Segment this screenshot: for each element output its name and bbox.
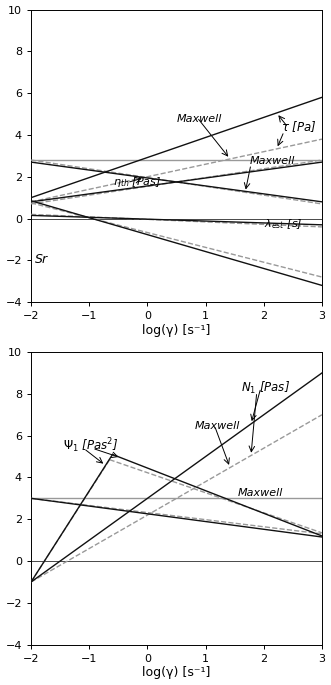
- Text: Maxwell: Maxwell: [195, 421, 241, 432]
- Text: $N_1$ [Pas]: $N_1$ [Pas]: [241, 379, 290, 396]
- X-axis label: log(γ) [s⁻¹]: log(γ) [s⁻¹]: [142, 667, 211, 680]
- Text: $\Psi_1$ [Pas$^2$]: $\Psi_1$ [Pas$^2$]: [63, 436, 118, 455]
- Text: $\lambda_{est}$ [s]: $\lambda_{est}$ [s]: [264, 217, 303, 232]
- Text: $\tau$ [Pa]: $\tau$ [Pa]: [281, 119, 317, 134]
- Text: Maxwell: Maxwell: [238, 488, 283, 498]
- Text: Maxwell: Maxwell: [249, 156, 295, 166]
- Text: $Sr$: $Sr$: [34, 253, 50, 266]
- Text: $\eta_{th}$ [Pas]: $\eta_{th}$ [Pas]: [113, 175, 161, 188]
- Text: Maxwell: Maxwell: [176, 114, 222, 125]
- X-axis label: log(γ) [s⁻¹]: log(γ) [s⁻¹]: [142, 324, 211, 337]
